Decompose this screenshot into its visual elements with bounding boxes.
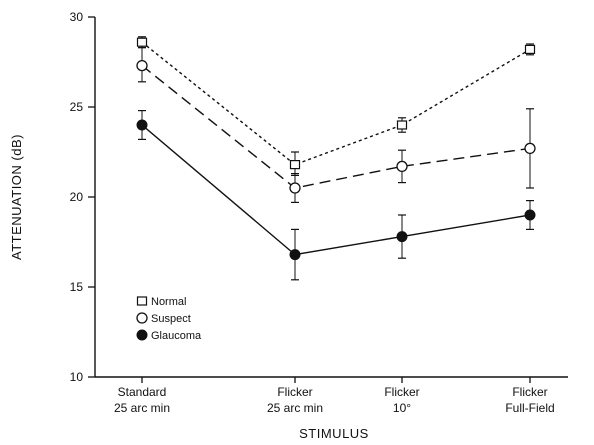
- data-point-glaucoma: [396, 231, 408, 243]
- y-tick-label: 10: [70, 370, 84, 384]
- y-tick-label: 25: [70, 100, 84, 114]
- y-tick-label: 15: [70, 280, 84, 294]
- data-point-suspect: [136, 59, 148, 72]
- x-tick-label: Flicker: [512, 385, 547, 399]
- y-tick-label: 30: [70, 10, 84, 24]
- data-point-normal: [136, 37, 148, 47]
- legend: Normal Suspect Glaucoma: [136, 296, 202, 342]
- data-point-normal: [289, 160, 301, 170]
- data-point-normal: [396, 120, 408, 130]
- legend-label-suspect: Suspect: [151, 313, 191, 325]
- x-tick-label: Full-Field: [505, 401, 554, 415]
- series-line-normal: [141, 41, 531, 166]
- legend-label-normal: Normal: [151, 296, 186, 308]
- series-suspect: [136, 46, 536, 203]
- data-point-suspect: [289, 182, 301, 194]
- x-tick-label: Flicker: [384, 385, 419, 399]
- x-ticks: Standard 25 arc min Flicker 25 arc min Flick…: [114, 377, 555, 415]
- series-line-glaucoma: [141, 124, 531, 256]
- y-axis-title: ATTENUATION (dB): [9, 134, 24, 260]
- series-layer: [136, 36, 536, 281]
- series-normal: [136, 36, 536, 176]
- legend-marker-glaucoma: [136, 329, 148, 341]
- legend-marker-normal: [136, 296, 148, 306]
- data-point-glaucoma: [289, 249, 301, 261]
- data-point-suspect: [524, 142, 536, 155]
- x-tick-label: 25 arc min: [114, 401, 170, 415]
- legend-label-glaucoma: Glaucoma: [151, 330, 202, 342]
- data-point-normal: [524, 44, 536, 55]
- series-glaucoma: [136, 109, 536, 281]
- data-point-suspect: [396, 160, 408, 173]
- x-tick-label: Flicker: [277, 385, 312, 399]
- x-tick-label: 10°: [393, 401, 411, 415]
- y-ticks: 10 15 20 25 30: [70, 10, 95, 384]
- x-tick-label: Standard: [118, 385, 167, 399]
- legend-marker-suspect: [136, 312, 148, 324]
- x-tick-label: 25 arc min: [267, 401, 323, 415]
- x-axis-title: STIMULUS: [299, 426, 369, 441]
- data-point-glaucoma: [136, 119, 148, 131]
- data-point-glaucoma: [524, 209, 536, 221]
- y-tick-label: 20: [70, 190, 84, 204]
